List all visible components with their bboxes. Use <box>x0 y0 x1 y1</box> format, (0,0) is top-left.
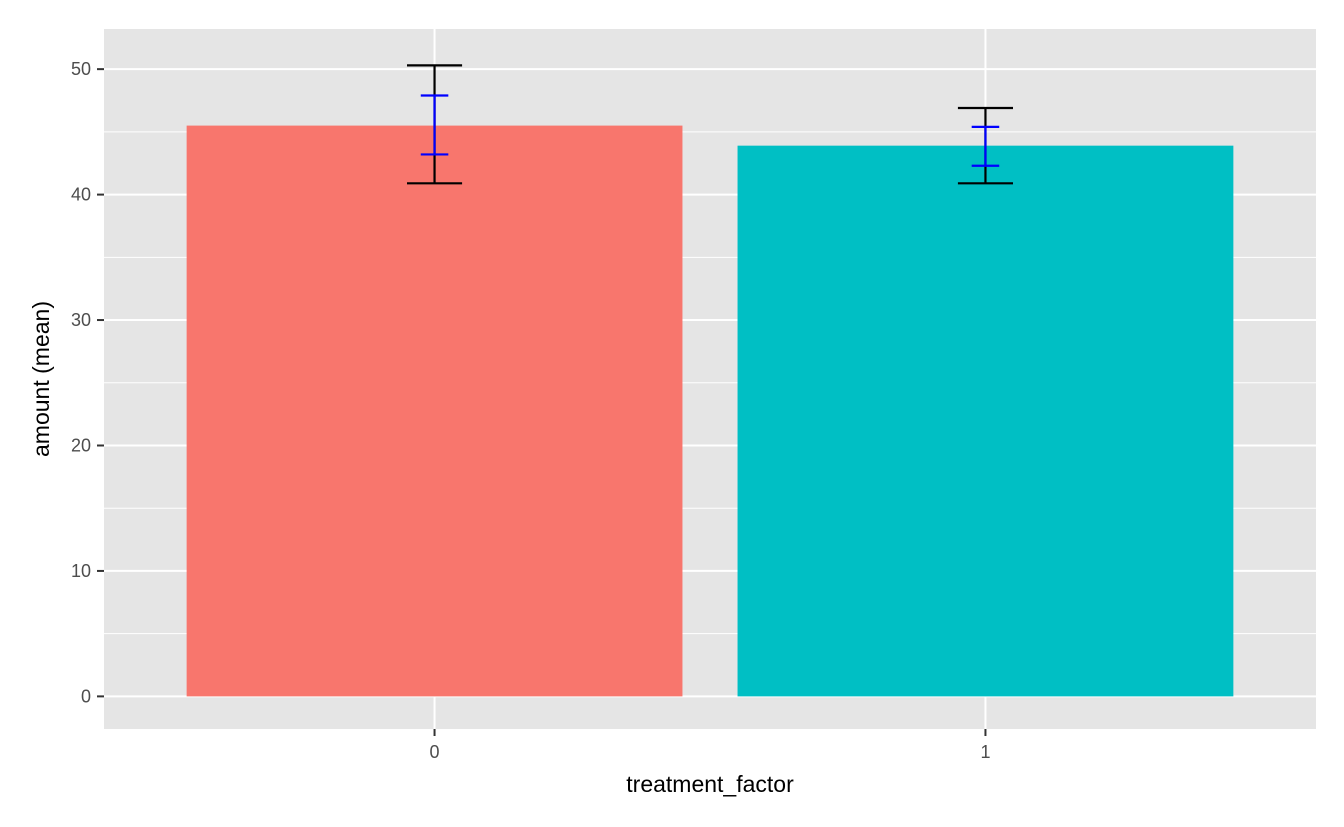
y-tick-label: 0 <box>81 686 91 706</box>
outer-error-bars <box>407 64 1013 185</box>
x-tick-label: 1 <box>980 742 990 762</box>
bar-0 <box>186 125 683 697</box>
bar-1 <box>737 145 1234 697</box>
x-axis-title: treatment_factor <box>626 771 794 797</box>
y-tick-label: 20 <box>71 435 91 455</box>
y-tick-label: 50 <box>71 59 91 79</box>
y-tick-label: 10 <box>71 561 91 581</box>
y-axis-title: amount (mean) <box>28 301 54 457</box>
y-tick-label: 30 <box>71 310 91 330</box>
y-axis: 0 10 20 30 40 50 <box>71 59 104 706</box>
inner-error-bars <box>420 94 1000 167</box>
bars <box>186 125 1234 697</box>
y-tick-label: 40 <box>71 185 91 205</box>
x-tick-label: 0 <box>430 742 440 762</box>
